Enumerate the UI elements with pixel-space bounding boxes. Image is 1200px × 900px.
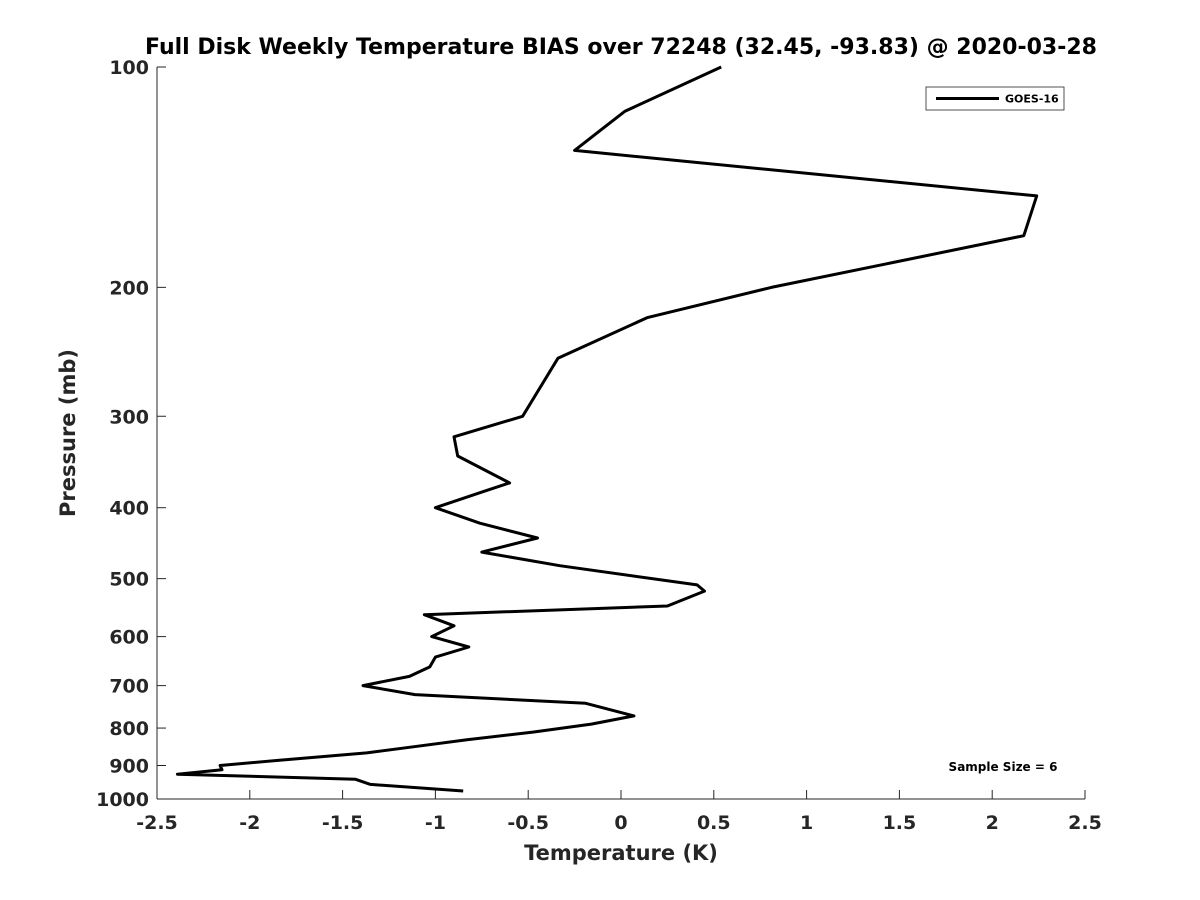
x-tick-label: -2 bbox=[239, 812, 260, 834]
x-axis-ticks: -2.5 -2 -1.5 -1 -0.5 0 0.5 1 1.5 2 2.5 bbox=[136, 790, 1102, 834]
y-tick-label: 300 bbox=[109, 406, 149, 428]
y-axis-label: Pressure (mb) bbox=[56, 349, 80, 517]
y-tick-label: 200 bbox=[109, 277, 149, 299]
x-axis-label: Temperature (K) bbox=[524, 841, 718, 865]
x-tick-label: 1 bbox=[800, 812, 813, 834]
y-tick-label: 400 bbox=[109, 498, 149, 520]
y-tick-label: 800 bbox=[109, 718, 149, 740]
series-group bbox=[175, 65, 1039, 793]
x-tick-label: -1.5 bbox=[322, 812, 364, 834]
chart-title: Full Disk Weekly Temperature BIAS over 7… bbox=[145, 35, 1097, 60]
x-tick-label: -1 bbox=[425, 812, 446, 834]
x-tick-label: -2.5 bbox=[136, 812, 178, 834]
y-axis-ticks: 100 200 300 400 500 600 700 800 900 1000 bbox=[96, 57, 166, 811]
legend-label: GOES-16 bbox=[1005, 93, 1059, 106]
y-tick-label: 900 bbox=[109, 756, 149, 778]
x-tick-label: 0 bbox=[614, 812, 627, 834]
x-tick-label: 2 bbox=[986, 812, 999, 834]
x-tick-label: 2.5 bbox=[1068, 812, 1102, 834]
y-tick-label: 600 bbox=[109, 627, 149, 649]
x-tick-label: -0.5 bbox=[507, 812, 549, 834]
y-tick-label: 100 bbox=[109, 57, 149, 79]
x-tick-label: 1.5 bbox=[883, 812, 917, 834]
y-tick-label: 700 bbox=[109, 676, 149, 698]
x-tick-label: 0.5 bbox=[697, 812, 731, 834]
legend: GOES-16 bbox=[925, 86, 1065, 111]
sample-size-annotation: Sample Size = 6 bbox=[949, 760, 1058, 774]
y-tick-label: 1000 bbox=[96, 789, 149, 811]
series-line bbox=[175, 65, 1039, 793]
y-tick-label: 500 bbox=[109, 569, 149, 591]
